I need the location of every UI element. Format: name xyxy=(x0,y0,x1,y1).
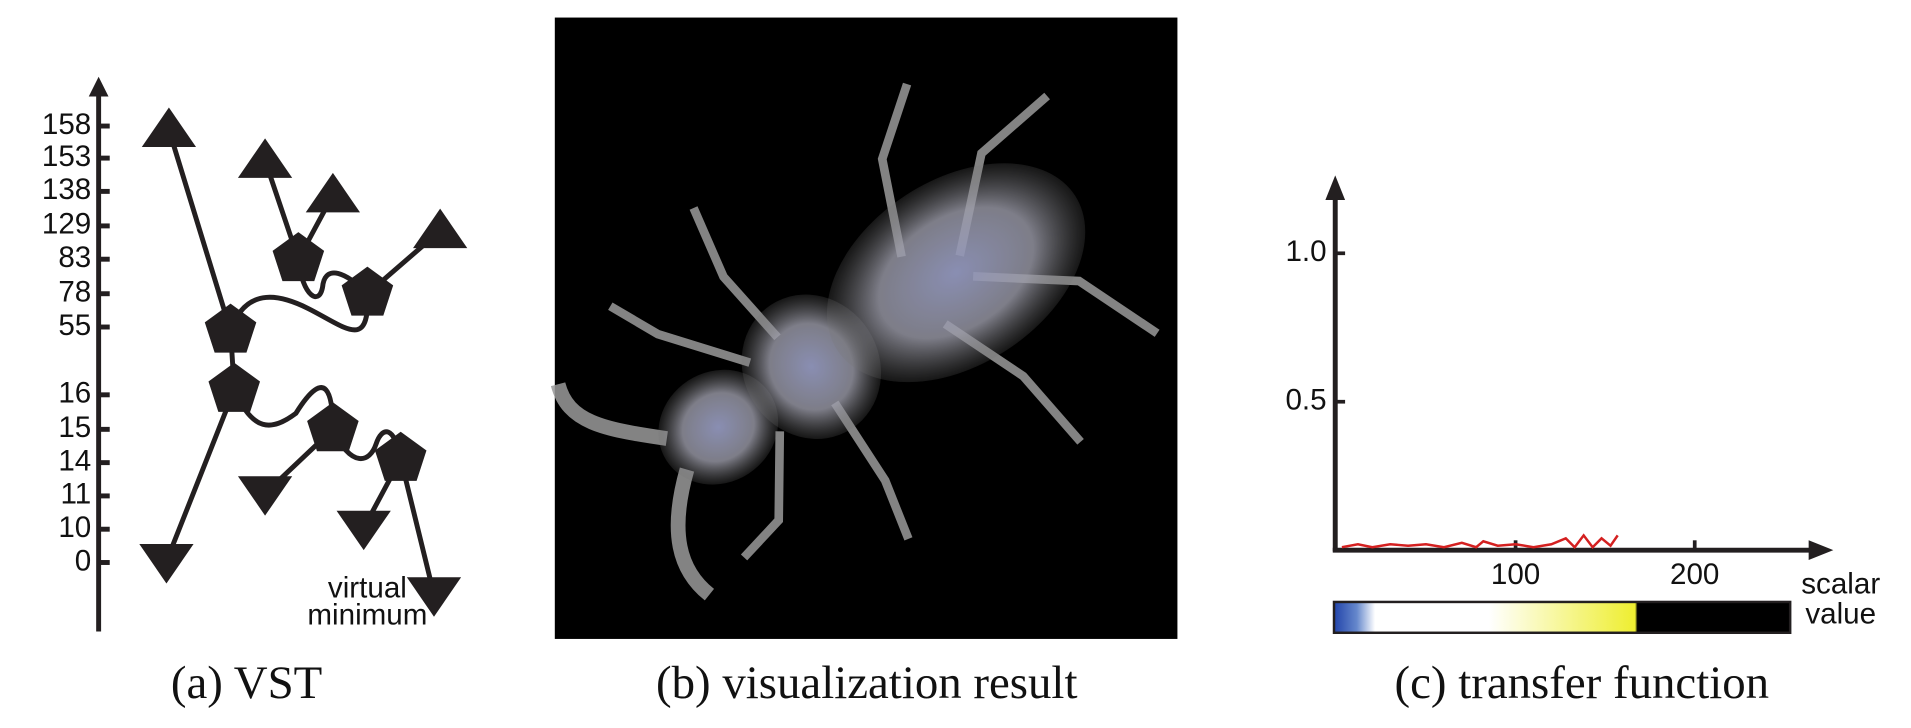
axis-label: 78 xyxy=(58,276,91,309)
caption: (c) transfer function xyxy=(1395,657,1770,709)
x-tick-label: 200 xyxy=(1670,558,1719,591)
axis-arrow xyxy=(88,76,109,97)
color-bar xyxy=(1332,600,1792,635)
beetle-abdomen xyxy=(826,163,1086,383)
saddle-node xyxy=(374,431,427,481)
x-axis-label: scalar xyxy=(1801,568,1880,601)
vst-curves xyxy=(228,258,404,461)
max-node xyxy=(237,138,293,178)
beetle-mandibles xyxy=(550,381,715,601)
saddle-node xyxy=(341,266,394,316)
beetle-head xyxy=(658,369,779,485)
beetle-render xyxy=(550,82,1160,601)
axis-label: 158 xyxy=(42,108,91,141)
y-tick-label: 0.5 xyxy=(1285,384,1326,417)
axis-label: 10 xyxy=(58,511,91,544)
axis-label: 55 xyxy=(58,309,91,342)
min-node xyxy=(336,510,391,551)
axis-label: 11 xyxy=(61,478,92,511)
annotation: virtual xyxy=(328,571,407,604)
min-node xyxy=(237,476,293,516)
saddle-node xyxy=(307,402,359,452)
axis-label: 153 xyxy=(42,140,91,173)
beetle-legs xyxy=(608,82,1160,561)
caption: (a) VST xyxy=(171,657,322,709)
x-tick-label: 100 xyxy=(1491,558,1540,591)
transfer-line xyxy=(1341,533,1619,550)
max-node xyxy=(305,172,361,213)
caption: (b) visualization result xyxy=(656,657,1077,709)
vst-panel xyxy=(88,76,442,632)
visualization-panel xyxy=(550,17,1178,639)
y-tick-label: 1.0 xyxy=(1285,235,1326,268)
min-node xyxy=(406,577,462,617)
saddle-node xyxy=(208,362,261,412)
axis-label: 0 xyxy=(75,544,91,577)
min-node xyxy=(139,544,194,584)
max-node xyxy=(413,208,468,249)
axis-arrow xyxy=(1325,175,1346,201)
max-node xyxy=(141,107,197,148)
axis-label: 14 xyxy=(58,444,91,477)
axis-label: 83 xyxy=(58,241,91,274)
transfer-function-panel xyxy=(1325,175,1834,635)
axis-label: 129 xyxy=(42,208,91,241)
axis-label: 16 xyxy=(58,377,91,410)
x-axis-label: value xyxy=(1805,597,1876,630)
saddle-node xyxy=(272,232,325,282)
annotation: minimum xyxy=(307,599,427,632)
vst-edges xyxy=(164,129,442,596)
axis-label: 15 xyxy=(58,411,91,444)
axis-arrow xyxy=(1808,540,1834,561)
axis-label: 138 xyxy=(42,173,91,206)
saddle-node xyxy=(204,303,257,353)
